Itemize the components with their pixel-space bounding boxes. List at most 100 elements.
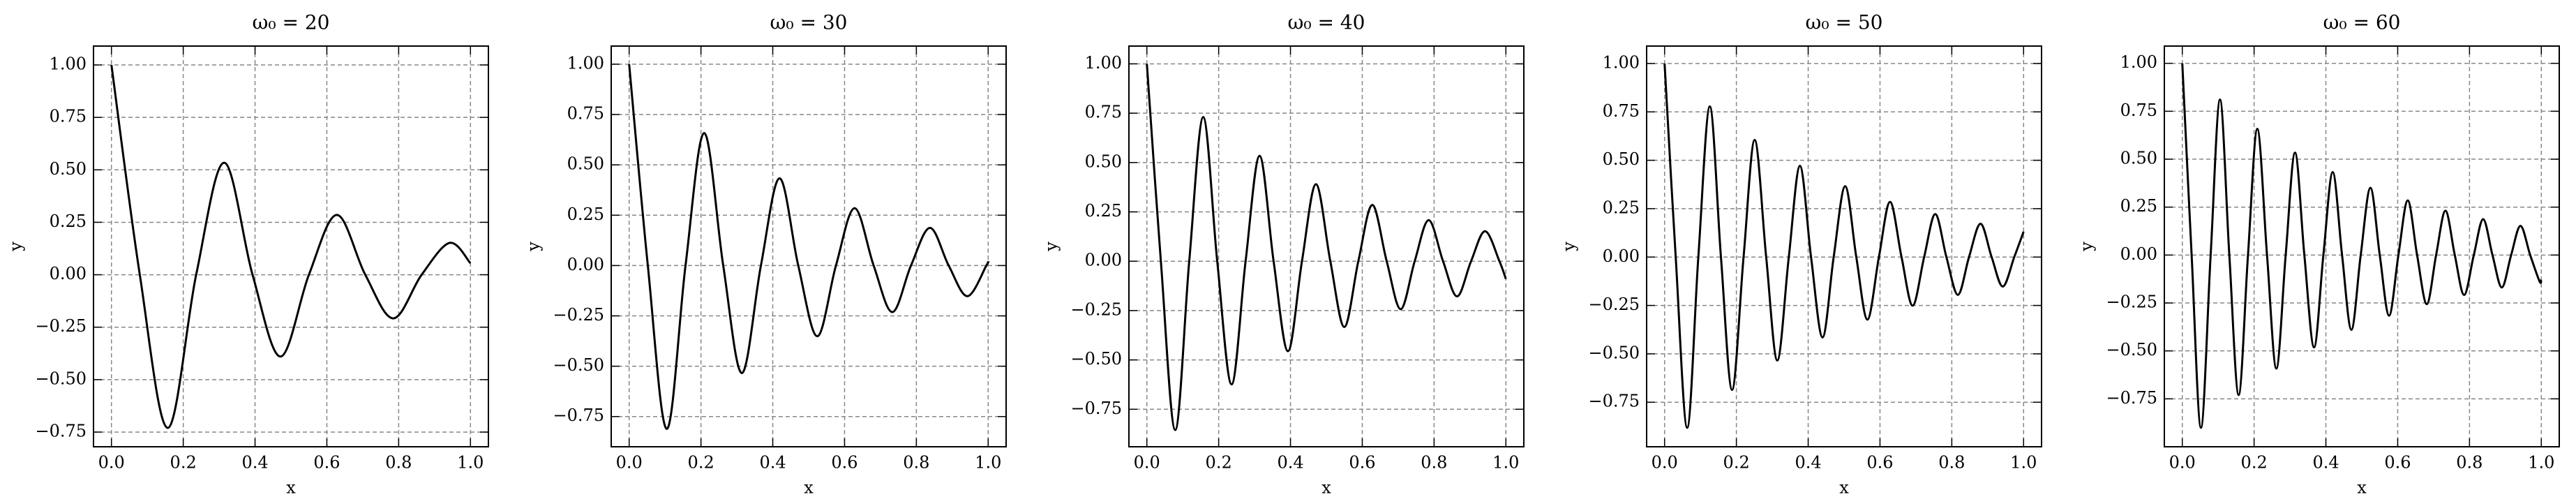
x-tick-label: 0.4 (241, 453, 268, 473)
subplot: 0.0 0.2 0.4 0.6 0.8 1.0 −0.75 −0.50 −0.25 0.00 0.2… (1042, 11, 1525, 498)
y-tick-label: 0.75 (2120, 101, 2157, 120)
y-axis-label: y (1042, 242, 1061, 252)
x-tick-label: 0.6 (1349, 453, 1375, 473)
subplot: 0.0 0.2 0.4 0.6 0.8 1.0 −0.75 −0.50 −0.25 0.00 0.2… (524, 11, 1007, 498)
y-tick-label: −0.25 (1070, 299, 1122, 319)
x-tick-label: 1.0 (975, 453, 1001, 473)
x-tick-label: 0.4 (1277, 453, 1303, 473)
x-tick-label: 0.8 (385, 453, 412, 473)
x-tick-label: 0.8 (903, 453, 929, 473)
x-tick-label: 0.6 (1866, 453, 1893, 473)
y-tick-label: 1.00 (1085, 53, 1122, 73)
x-tick-label: 0.2 (688, 453, 714, 473)
y-axis-label: y (1559, 242, 1579, 252)
subplot: 0.0 0.2 0.4 0.6 0.8 1.0 −0.75 −0.50 −0.25 0.00 0.2… (1559, 11, 2042, 498)
axes-frame (611, 45, 1007, 447)
x-tick-label: 0.2 (170, 453, 197, 473)
axes-frame (1646, 45, 2042, 447)
x-tick-label: 0.2 (2241, 453, 2268, 473)
y-tick-label: 0.75 (567, 104, 604, 124)
line-series (1146, 64, 1507, 431)
x-tick-label: 0.0 (1652, 453, 1678, 473)
y-tick-label: −0.50 (1588, 343, 1640, 362)
y-axis-label: y (524, 242, 544, 252)
y-tick-label: −0.75 (35, 421, 87, 440)
y-tick-label: −0.75 (553, 406, 604, 425)
y-tick-label: −0.50 (35, 369, 87, 388)
axes-frame (1128, 45, 1525, 447)
axes-frame (2164, 45, 2560, 447)
x-axis-label: x (1321, 478, 1331, 498)
x-tick-label: 0.6 (313, 453, 340, 473)
chart-title: ω₀ = 30 (770, 11, 848, 34)
x-tick-label: 0.0 (616, 453, 643, 473)
y-tick-label: −0.75 (1588, 392, 1640, 411)
x-tick-label: 0.6 (2384, 453, 2411, 473)
y-tick-label: 1.00 (2120, 52, 2157, 72)
y-tick-label: −0.25 (553, 305, 604, 325)
y-tick-label: 0.00 (1085, 251, 1122, 270)
y-tick-label: 1.00 (1603, 52, 1640, 72)
subplot: 0.0 0.2 0.4 0.6 0.8 1.0 −0.75 −0.50 −0.25 0.00 0.2… (2077, 11, 2560, 498)
line-series (1663, 63, 2025, 429)
chart-title: ω₀ = 40 (1288, 11, 1365, 34)
x-tick-label: 0.4 (2312, 453, 2339, 473)
subplot: 0.0 0.2 0.4 0.6 0.8 1.0 −0.75 −0.50 −0.25 0.00 0.2… (6, 11, 489, 498)
x-tick-label: 0.8 (2456, 453, 2483, 473)
line-series (110, 64, 472, 429)
x-tick-label: 0.8 (1938, 453, 1965, 473)
y-tick-label: 0.25 (1603, 198, 1640, 217)
x-tick-label: 0.0 (1134, 453, 1160, 473)
x-tick-label: 0.0 (2169, 453, 2196, 473)
x-tick-label: 0.6 (831, 453, 858, 473)
y-tick-label: −0.50 (553, 355, 604, 375)
x-axis-label: x (2357, 478, 2367, 498)
y-tick-label: 0.50 (1603, 149, 1640, 169)
y-tick-label: 0.00 (2120, 244, 2157, 264)
y-tick-label: 0.00 (1603, 246, 1640, 266)
x-tick-label: 1.0 (2010, 453, 2037, 473)
y-tick-label: −0.25 (1588, 295, 1640, 314)
x-tick-label: 0.2 (1723, 453, 1750, 473)
x-tick-label: 0.4 (1795, 453, 1821, 473)
line-series (628, 64, 990, 430)
y-tick-label: 0.75 (1085, 103, 1122, 122)
y-tick-label: −0.50 (2106, 340, 2157, 360)
y-tick-label: 0.75 (50, 107, 87, 126)
y-tick-label: 0.00 (50, 264, 87, 283)
x-tick-label: 0.2 (1206, 453, 1232, 473)
y-axis-label: y (2077, 242, 2097, 252)
y-tick-label: 0.25 (50, 212, 87, 231)
x-tick-label: 1.0 (1492, 453, 1519, 473)
y-tick-label: −0.50 (1070, 349, 1122, 369)
y-tick-label: 0.50 (1085, 151, 1122, 171)
x-axis-label: x (1839, 478, 1849, 498)
y-tick-label: −0.75 (1070, 399, 1122, 418)
y-tick-label: −0.25 (2106, 292, 2157, 312)
y-axis-label: y (6, 242, 26, 252)
y-tick-label: 1.00 (50, 54, 87, 74)
y-tick-label: 0.25 (1085, 201, 1122, 221)
chart-title: ω₀ = 50 (1806, 11, 1883, 34)
y-tick-label: 0.75 (1603, 101, 1640, 121)
y-tick-label: 0.50 (567, 154, 604, 174)
x-axis-label: x (286, 478, 296, 498)
y-tick-label: 0.25 (567, 205, 604, 224)
x-tick-label: 0.4 (759, 453, 786, 473)
x-tick-label: 0.0 (98, 453, 125, 473)
x-axis-label: x (804, 478, 814, 498)
y-tick-label: 0.50 (50, 159, 87, 179)
y-tick-label: 1.00 (567, 53, 604, 73)
y-tick-label: 0.50 (2120, 149, 2157, 168)
y-tick-label: −0.25 (35, 316, 87, 336)
line-series (2181, 63, 2543, 429)
y-tick-label: 0.25 (2120, 196, 2157, 216)
x-tick-label: 0.8 (1421, 453, 1447, 473)
x-tick-label: 1.0 (2528, 453, 2554, 473)
chart-title: ω₀ = 20 (253, 11, 330, 34)
x-tick-label: 1.0 (457, 453, 484, 473)
y-tick-label: 0.00 (567, 255, 604, 274)
chart-title: ω₀ = 60 (2323, 11, 2401, 34)
